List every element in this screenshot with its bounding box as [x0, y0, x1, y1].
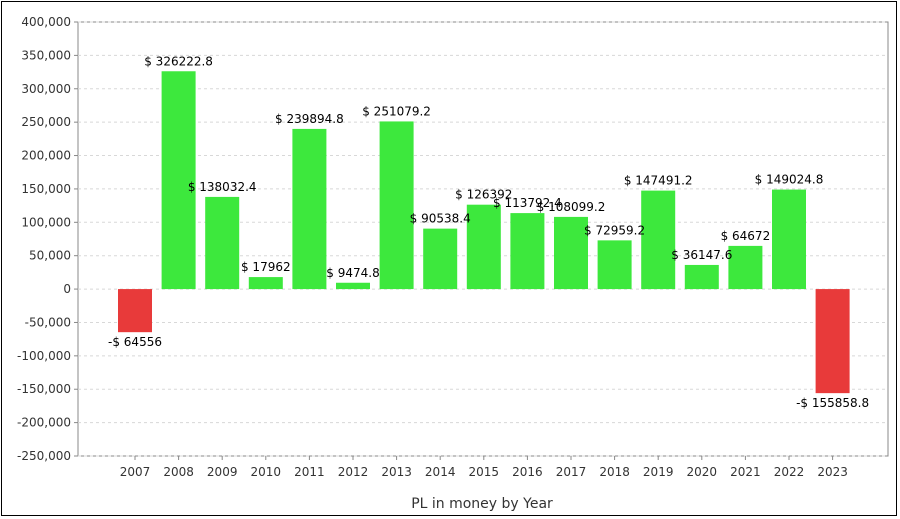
data-label-2022: $ 149024.8: [755, 173, 824, 187]
bar-2012: [336, 282, 370, 290]
y-tick-label: 200,000: [21, 149, 71, 163]
bar-2007: [118, 289, 152, 333]
data-label-2019: $ 147491.2: [624, 174, 693, 188]
bar-2008: [161, 71, 196, 290]
data-label-2011: $ 239894.8: [275, 112, 344, 126]
x-tick-label: 2007: [120, 465, 151, 479]
data-label-2017: $ 108099.2: [537, 200, 606, 214]
x-tick-label: 2010: [251, 465, 282, 479]
x-tick-label: 2020: [687, 465, 718, 479]
x-tick-label: 2023: [817, 465, 848, 479]
x-tick-label: 2015: [469, 465, 500, 479]
y-tick-label: 50,000: [29, 249, 71, 263]
data-label-2010: $ 17962: [241, 260, 291, 274]
x-tick-label: 2016: [512, 465, 543, 479]
x-tick-label: 2022: [774, 465, 805, 479]
x-tick-label: 2018: [599, 465, 630, 479]
y-tick-label: -100,000: [17, 349, 71, 363]
bar-2018: [597, 240, 632, 290]
x-axis-title: PL in money by Year: [411, 496, 553, 512]
data-label-2016: $ 113792.4: [493, 196, 562, 210]
bar-2010: [248, 277, 283, 290]
data-labels: -$ 64556 $ 326222.8 $ 138032.4 $ 17962 $ 239…: [108, 54, 869, 410]
bars: [118, 71, 850, 394]
bar-2023: [815, 289, 850, 394]
bar-2017: [554, 216, 588, 290]
x-tick-label: 2019: [643, 465, 674, 479]
y-tick-label: 150,000: [21, 182, 71, 196]
data-label-2009: $ 138032.4: [188, 180, 257, 194]
data-label-2007: -$ 64556: [108, 335, 162, 349]
x-tick-label: 2017: [556, 465, 587, 479]
y-tick-label: -50,000: [25, 315, 71, 329]
data-label-2014: $ 90538.4: [410, 212, 471, 226]
bar-2020: [684, 264, 719, 290]
x-tick-label: 2009: [207, 465, 238, 479]
bar-2021: [728, 245, 763, 290]
x-axis: 2007 2008 2009 2010 2011 2012 2013 2014 2015 2016…: [120, 456, 848, 479]
data-label-2012: $ 9474.8: [326, 266, 379, 280]
bar-2009: [205, 196, 240, 290]
y-tick-label: -250,000: [17, 449, 71, 463]
data-label-2021: $ 64672: [721, 229, 771, 243]
data-label-2023: -$ 155858.8: [796, 396, 869, 410]
y-tick-label: 300,000: [21, 82, 71, 96]
y-tick-label: 0: [63, 282, 71, 296]
x-tick-label: 2011: [294, 465, 325, 479]
x-tick-label: 2013: [381, 465, 412, 479]
bar-2019: [641, 190, 676, 290]
y-tick-label: 100,000: [21, 215, 71, 229]
bar-2013: [379, 121, 414, 290]
x-tick-label: 2014: [425, 465, 456, 479]
bar-2011: [292, 128, 327, 290]
data-label-2020: $ 36147.6: [671, 248, 732, 262]
data-label-2015: $ 126392: [455, 188, 512, 202]
x-tick-label: 2012: [338, 465, 369, 479]
y-tick-label: 400,000: [21, 15, 71, 29]
y-tick-label: 250,000: [21, 115, 71, 129]
y-axis: 400,000 350,000 300,000 250,000 200,000 150,0…: [17, 15, 78, 463]
data-label-2013: $ 251079.2: [362, 104, 431, 118]
bar-2016: [510, 213, 545, 290]
y-tick-label: -200,000: [17, 416, 71, 430]
data-label-2018: $ 72959.2: [584, 223, 645, 237]
x-tick-label: 2008: [163, 465, 194, 479]
bar-2015: [466, 204, 501, 290]
data-label-2008: $ 326222.8: [144, 54, 213, 68]
x-tick-label: 2021: [730, 465, 761, 479]
y-tick-label: -150,000: [17, 382, 71, 396]
bar-2014: [423, 228, 458, 290]
bar-2022: [772, 189, 806, 290]
y-tick-label: 350,000: [21, 48, 71, 62]
